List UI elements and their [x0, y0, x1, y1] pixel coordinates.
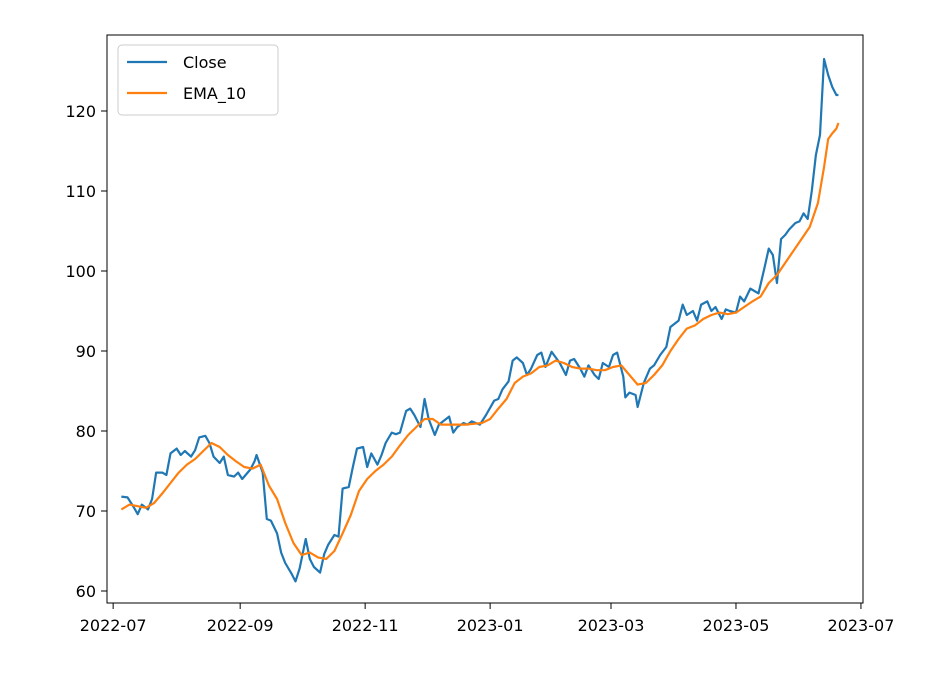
series-layer [120, 57, 840, 583]
x-tick-label: 2022-11 [332, 616, 399, 635]
x-tick-label: 2022-07 [80, 616, 147, 635]
x-tick-label: 2023-07 [828, 616, 895, 635]
y-tick-label: 70 [76, 502, 96, 521]
x-tick-label: 2023-05 [703, 616, 770, 635]
legend-label-close: Close [183, 53, 227, 72]
y-tick-label: 100 [65, 262, 96, 281]
y-axis: 60 70 80 90 100 110 120 [65, 102, 107, 601]
y-tick-label: 80 [76, 422, 96, 441]
series-line-ema-10 [120, 122, 840, 561]
x-tick-label: 2022-09 [207, 616, 274, 635]
x-tick-label: 2023-01 [457, 616, 524, 635]
x-axis: 2022-07 2022-09 2022-11 2023-01 2023-03 2023-… [80, 603, 895, 635]
y-tick-label: 60 [76, 582, 96, 601]
plot-area [107, 35, 863, 603]
legend-label-ema-10: EMA_10 [183, 84, 246, 104]
plot-frame [106, 34, 864, 604]
series-line-close [121, 57, 839, 583]
y-tick-label: 90 [76, 342, 96, 361]
legend: Close EMA_10 [117, 44, 279, 116]
y-tick-label: 120 [65, 102, 96, 121]
y-tick-label: 110 [65, 182, 96, 201]
x-tick-label: 2023-03 [578, 616, 645, 635]
